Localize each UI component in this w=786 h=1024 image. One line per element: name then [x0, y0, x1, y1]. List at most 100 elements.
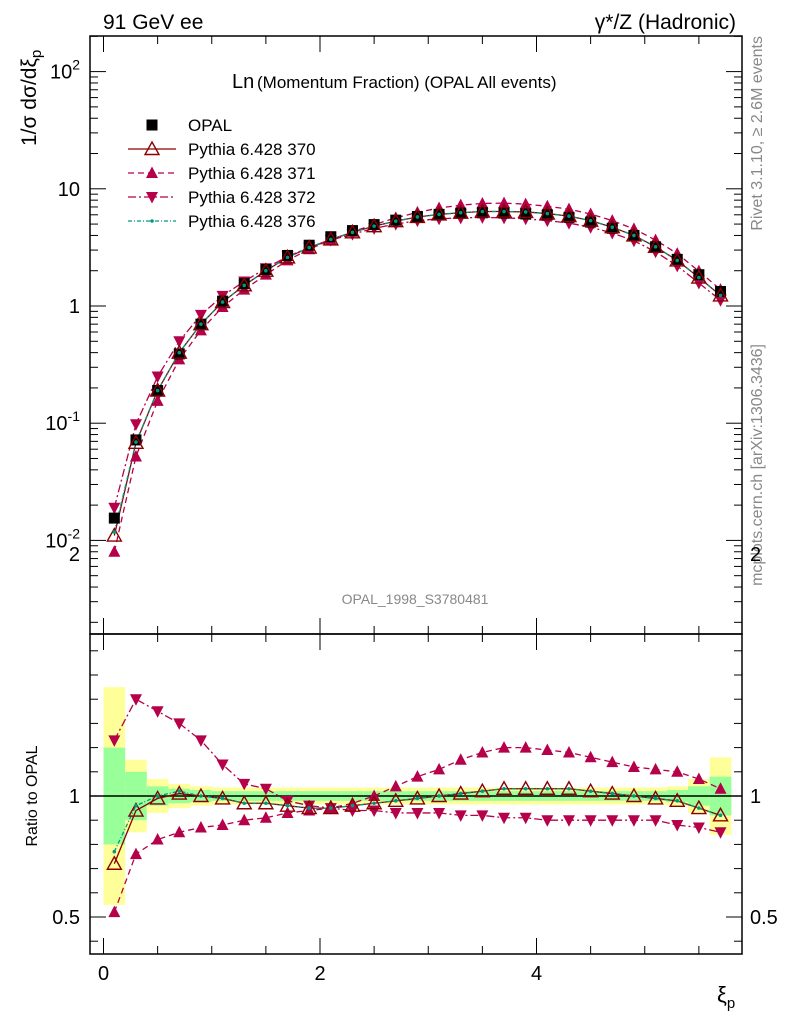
data-point: [545, 211, 550, 216]
ratio-point: [411, 807, 424, 820]
data-point: [675, 258, 680, 263]
ratio-point: [582, 782, 599, 798]
watermark: OPAL_1998_S3780481: [342, 591, 489, 607]
ratio-y-tick-label: 0.5: [52, 907, 80, 929]
data-point: [476, 196, 489, 209]
ratio-point: [480, 789, 485, 793]
data-point: [588, 218, 593, 223]
ratio-point: [433, 807, 446, 820]
data-point: [257, 262, 275, 277]
series-line: [113, 210, 721, 536]
ratio-point: [259, 811, 272, 823]
ratio-point: [649, 762, 662, 775]
ratio-point: [517, 780, 534, 795]
data-point: [108, 512, 120, 524]
ratio-point: [409, 789, 426, 805]
ratio-point: [627, 760, 640, 772]
data-point: [300, 239, 318, 254]
ratio-point: [437, 794, 441, 798]
ratio-point: [567, 786, 571, 791]
ratio-series-line: [113, 698, 721, 833]
ratio-point: [112, 849, 117, 854]
ratio-point: [714, 827, 727, 839]
chart-title-sub: (Momentum Fraction) (OPAL All events): [257, 73, 556, 92]
ratio-point: [108, 905, 121, 918]
ratio-point: [584, 750, 597, 763]
data-point: [130, 434, 142, 446]
ratio-point: [365, 794, 383, 810]
ratio-point: [307, 806, 311, 810]
data-point: [372, 224, 376, 228]
ratio-panel: 0.5 0.5 1 1 2 2 0 2 4 Ratio to OPAL ξp: [24, 544, 778, 1012]
data-point: [177, 350, 182, 355]
ratio-point: [604, 785, 621, 800]
header-left: 91 GeV ee: [103, 11, 203, 34]
ratio-point: [129, 694, 142, 706]
ratio-point: [199, 794, 203, 798]
data-point: [344, 223, 361, 239]
ratio-point: [502, 786, 506, 791]
ratio-point: [389, 779, 402, 792]
ratio-point: [393, 799, 398, 803]
ratio-point: [692, 822, 705, 834]
ratio-point: [242, 801, 247, 806]
ratio-point: [149, 789, 166, 805]
data-point: [517, 203, 534, 219]
ratio-point: [541, 815, 554, 827]
legend-marker: [150, 219, 154, 223]
data-point: [220, 300, 225, 304]
ratio-point: [257, 794, 275, 810]
ratio-point: [610, 791, 615, 796]
data-point: [194, 309, 207, 322]
ratio-point: [329, 806, 333, 810]
ratio-point: [372, 801, 376, 806]
ratio-point: [671, 820, 684, 832]
data-point: [498, 196, 511, 209]
ratio-ylabel: Ratio to OPAL: [24, 745, 41, 846]
ratio-point: [259, 783, 272, 796]
legend-marker: [143, 140, 161, 156]
ratio-point: [545, 786, 550, 791]
data-point: [173, 336, 186, 348]
ratio-point: [151, 706, 164, 718]
data-point: [519, 197, 532, 210]
ratio-point: [632, 794, 636, 798]
ratio-point: [389, 807, 402, 820]
ratio-point: [236, 794, 253, 810]
ratio-point: [300, 799, 318, 815]
ratio-point: [281, 806, 294, 818]
ratio-point: [718, 813, 723, 818]
data-point: [192, 315, 210, 331]
data-point: [647, 238, 664, 253]
data-point: [285, 255, 290, 260]
ratio-point: [476, 810, 489, 822]
ratio-point: [560, 780, 578, 795]
ratio-point: [285, 803, 290, 808]
ratio-point: [690, 799, 708, 815]
data-point: [560, 207, 578, 223]
ratio-y-tick-label-right: 2: [750, 544, 761, 566]
ratio-point: [411, 770, 424, 782]
ratio-point: [692, 772, 705, 785]
ratio-point: [433, 762, 446, 775]
ratio-point: [562, 815, 575, 827]
data-point: [520, 208, 532, 220]
header-right: γ*/Z (Hadronic): [595, 11, 736, 34]
data-point: [718, 293, 723, 298]
data-point: [582, 212, 599, 227]
ratio-series-line: [113, 746, 721, 913]
ratio-point: [539, 780, 556, 795]
ratio-xlabel: ξp: [717, 982, 735, 1012]
ratio-point: [474, 782, 491, 798]
legend-label: OPAL: [188, 116, 232, 135]
ratio-point: [173, 825, 186, 838]
y-tick-label: 10: [58, 179, 80, 201]
ratio-point: [519, 812, 532, 825]
ratio-point: [238, 778, 251, 791]
ratio-point: [606, 755, 619, 768]
ratio-x-tick-label: 0: [98, 963, 109, 985]
ratio-point: [588, 789, 593, 793]
legend-label: Pythia 6.428 372: [188, 188, 316, 207]
data-point: [669, 251, 686, 267]
ratio-y-tick-label-right: 1: [750, 786, 761, 808]
